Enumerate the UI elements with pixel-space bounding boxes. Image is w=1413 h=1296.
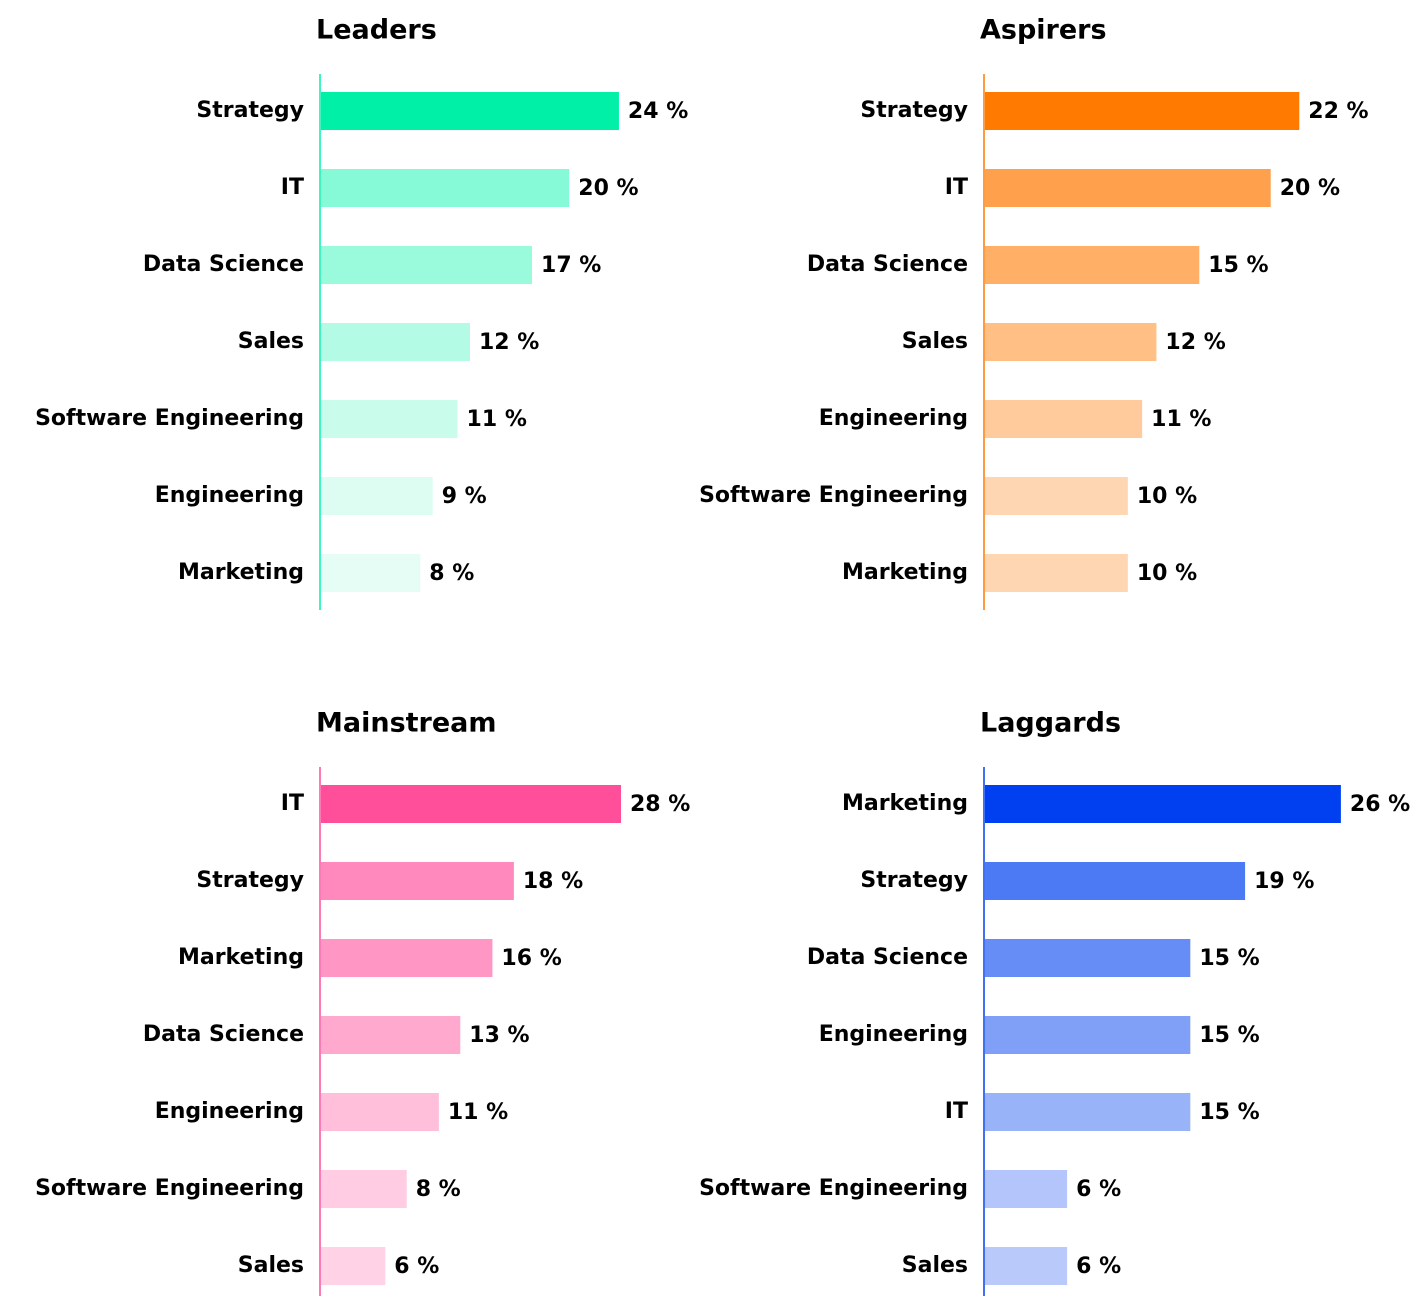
- category-label: Software Engineering: [699, 483, 968, 508]
- category-label: Sales: [238, 329, 304, 354]
- category-label: Data Science: [143, 1022, 304, 1047]
- value-label: 20 %: [578, 176, 638, 201]
- category-label: Strategy: [860, 98, 968, 123]
- value-label: 13 %: [469, 1023, 529, 1048]
- category-label: IT: [945, 1099, 968, 1124]
- bar: [321, 246, 533, 284]
- category-label: Marketing: [178, 945, 304, 970]
- category-label: Engineering: [155, 1099, 304, 1124]
- bar: [321, 1016, 461, 1054]
- bar: [985, 323, 1157, 361]
- value-label: 8 %: [429, 561, 474, 586]
- bar: [985, 1016, 1191, 1054]
- bar: [985, 400, 1143, 438]
- value-label: 6 %: [1076, 1177, 1121, 1202]
- category-label: Software Engineering: [35, 1176, 304, 1201]
- bar: [985, 939, 1191, 977]
- bar: [321, 1093, 439, 1131]
- value-label: 6 %: [394, 1254, 439, 1279]
- bar: [321, 939, 493, 977]
- category-label: IT: [281, 175, 304, 200]
- value-label: 22 %: [1308, 99, 1368, 124]
- category-label: Data Science: [807, 945, 968, 970]
- bar: [985, 246, 1200, 284]
- value-label: 15 %: [1199, 946, 1259, 971]
- category-label: Software Engineering: [35, 406, 304, 431]
- category-label: Engineering: [155, 483, 304, 508]
- bar: [321, 477, 433, 515]
- value-label: 26 %: [1350, 792, 1410, 817]
- value-label: 11 %: [1151, 407, 1211, 432]
- bar: [985, 92, 1300, 130]
- value-label: 16 %: [501, 946, 561, 971]
- value-label: 10 %: [1137, 484, 1197, 509]
- chart-title: Mainstream: [316, 708, 497, 739]
- chart-title: Leaders: [316, 15, 437, 46]
- value-label: 15 %: [1199, 1023, 1259, 1048]
- value-label: 11 %: [448, 1100, 508, 1125]
- bar: [985, 785, 1341, 823]
- category-label: Strategy: [196, 98, 304, 123]
- bar: [985, 169, 1271, 207]
- category-label: Engineering: [819, 406, 968, 431]
- value-label: 24 %: [628, 99, 688, 124]
- bar: [985, 1093, 1191, 1131]
- value-label: 6 %: [1076, 1254, 1121, 1279]
- category-label: Marketing: [842, 791, 968, 816]
- category-label: Sales: [238, 1253, 304, 1278]
- category-label: Marketing: [842, 560, 968, 585]
- bar: [985, 554, 1128, 592]
- value-label: 10 %: [1137, 561, 1197, 586]
- category-label: Strategy: [196, 868, 304, 893]
- value-label: 12 %: [1165, 330, 1225, 355]
- value-label: 15 %: [1199, 1100, 1259, 1125]
- value-label: 11 %: [467, 407, 527, 432]
- category-label: Marketing: [178, 560, 304, 585]
- bar: [321, 92, 619, 130]
- value-label: 15 %: [1208, 253, 1268, 278]
- bar: [321, 400, 458, 438]
- bar: [985, 862, 1246, 900]
- bar: [985, 477, 1128, 515]
- category-label: Strategy: [860, 868, 968, 893]
- bar: [321, 785, 621, 823]
- bar: [321, 323, 470, 361]
- category-label: Engineering: [819, 1022, 968, 1047]
- category-label: Data Science: [807, 252, 968, 277]
- category-label: IT: [945, 175, 968, 200]
- bar: [321, 1247, 386, 1285]
- value-label: 17 %: [541, 253, 601, 278]
- bar: [321, 554, 421, 592]
- value-label: 9 %: [442, 484, 487, 509]
- category-label: Data Science: [143, 252, 304, 277]
- bar: [985, 1170, 1068, 1208]
- value-label: 20 %: [1280, 176, 1340, 201]
- bar: [321, 862, 514, 900]
- bar: [321, 169, 570, 207]
- value-label: 12 %: [479, 330, 539, 355]
- category-label: IT: [281, 791, 304, 816]
- bar: [321, 1170, 407, 1208]
- value-label: 28 %: [630, 792, 690, 817]
- bar: [985, 1247, 1068, 1285]
- chart-title: Laggards: [980, 708, 1121, 739]
- value-label: 8 %: [416, 1177, 461, 1202]
- category-label: Software Engineering: [699, 1176, 968, 1201]
- category-label: Sales: [902, 1253, 968, 1278]
- value-label: 18 %: [523, 869, 583, 894]
- chart-title: Aspirers: [980, 15, 1107, 46]
- category-label: Sales: [902, 329, 968, 354]
- value-label: 19 %: [1254, 869, 1314, 894]
